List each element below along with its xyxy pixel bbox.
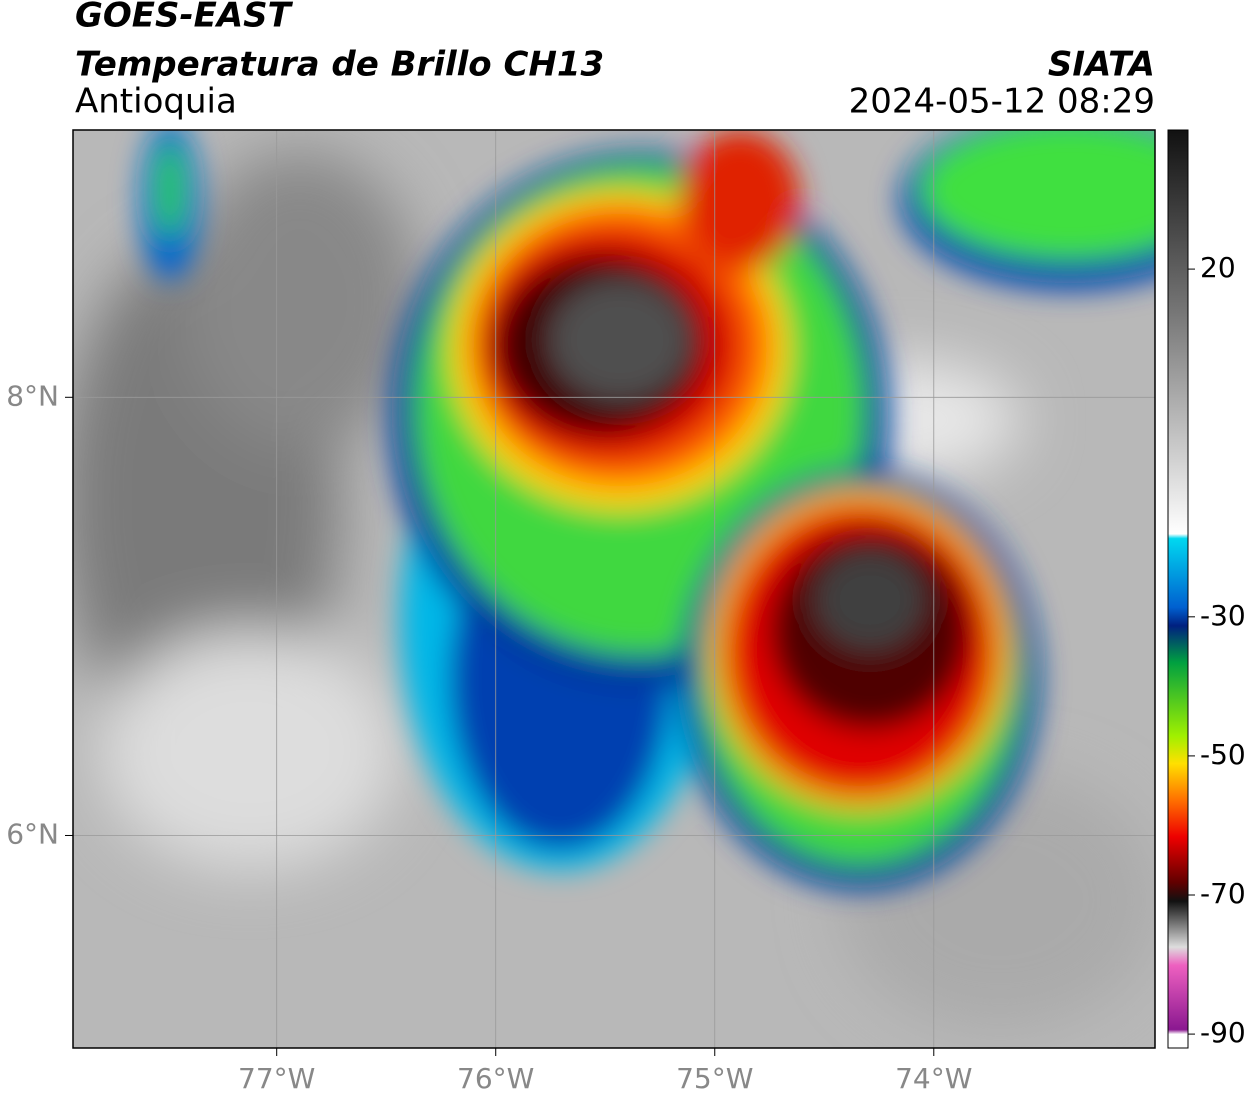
y-tick-label: 6°N — [6, 817, 59, 850]
colorbar-tick-label: -50 — [1200, 738, 1246, 771]
region: Antioquia — [75, 82, 237, 122]
y-tick-label: 8°N — [6, 379, 59, 412]
x-tick-label: 77°W — [238, 1062, 315, 1095]
x-tick-label: 74°W — [895, 1062, 972, 1095]
colorbar-tick-label: -30 — [1200, 599, 1246, 632]
x-tick-label: 76°W — [457, 1062, 534, 1095]
colorbar-tick-label: 20 — [1200, 251, 1236, 284]
colorbar — [1167, 129, 1189, 1049]
map-frame — [72, 129, 1156, 1049]
satellite-image — [73, 130, 1155, 1048]
colorbar-tick-label: -90 — [1200, 1016, 1246, 1049]
x-tick-label: 75°W — [676, 1062, 753, 1095]
source: SIATA — [1048, 45, 1155, 85]
title: GOES-EAST — [75, 0, 294, 36]
subtitle: Temperatura de Brillo CH13 — [75, 45, 604, 85]
colorbar-tick-label: -70 — [1200, 877, 1246, 910]
datetime: 2024-05-12 08:29 — [849, 82, 1155, 122]
